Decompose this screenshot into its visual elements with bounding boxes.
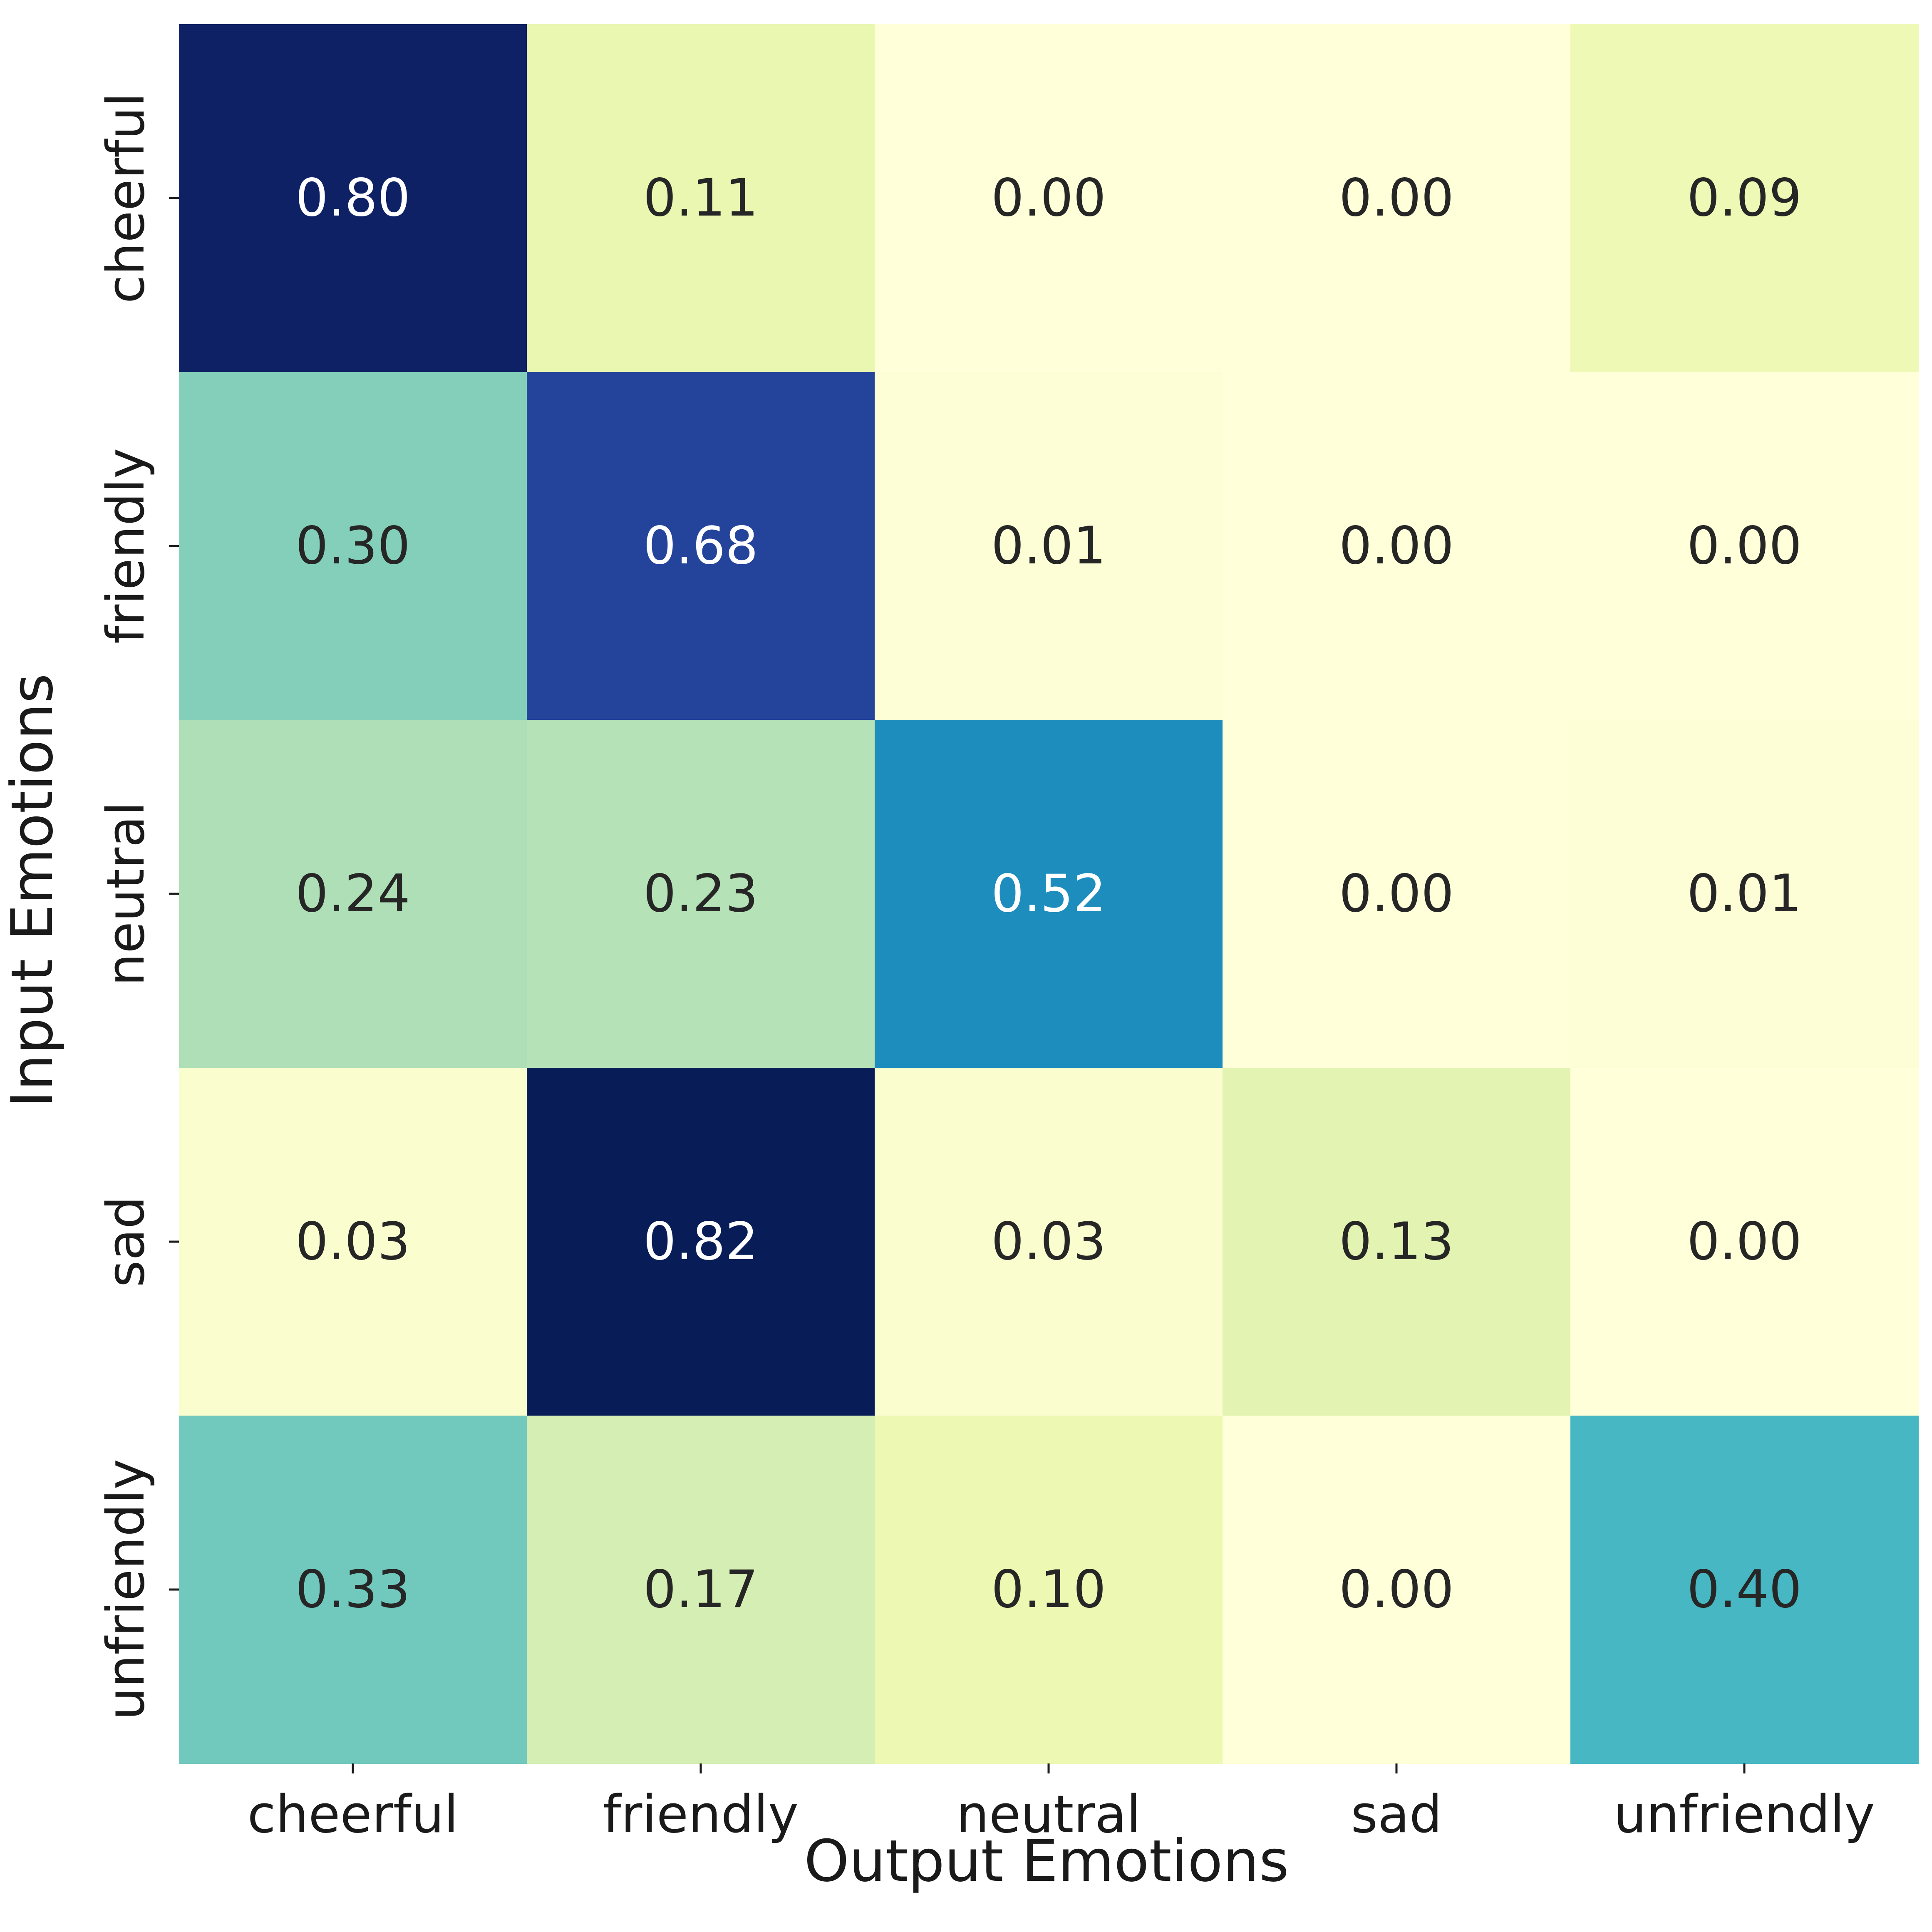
x-axis-label: Output Emotions [804, 1828, 1289, 1895]
cell-value-label: 0.00 [1339, 516, 1454, 576]
heatmap-cell-friendly-unfriendly [1570, 372, 1919, 720]
cell-value-label: 0.40 [1687, 1560, 1802, 1620]
heatmap-cell-unfriendly-friendly [527, 1416, 875, 1764]
heatmap-cell-cheerful-sad [1223, 24, 1571, 372]
y-tick-label-friendly: friendly [96, 448, 156, 644]
cell-value-label: 0.80 [295, 168, 410, 228]
heatmap-cells: 0.80 0.11 0.00 0.00 0.09 0.30 0.68 0.01 0.00 0.00… [179, 24, 1919, 1764]
cell-value-label: 0.13 [1339, 1212, 1454, 1272]
cell-value-label: 0.00 [1687, 516, 1802, 576]
heatmap-cell-neutral-cheerful [179, 720, 527, 1068]
x-tick-label-sad: sad [1351, 1785, 1442, 1845]
x-axis-ticks: cheerful friendly neutral sad unfriendly [247, 1763, 1875, 1845]
cell-value-label: 0.82 [643, 1212, 758, 1272]
y-axis-ticks: cheerful friendly neutral sad unfriendly [96, 92, 179, 1720]
cell-value-label: 0.11 [643, 168, 758, 228]
cell-value-label: 0.03 [991, 1212, 1106, 1272]
y-tick-label-neutral: neutral [96, 801, 156, 986]
heatmap-cell-unfriendly-unfriendly [1570, 1416, 1919, 1764]
heatmap-cell-neutral-friendly [527, 720, 875, 1068]
x-tick-label-neutral: neutral [956, 1785, 1141, 1845]
cell-value-label: 0.00 [991, 168, 1106, 228]
heatmap-cell-neutral-unfriendly [1570, 720, 1919, 1068]
heatmap-cell-friendly-friendly [527, 372, 875, 720]
heatmap-cell-friendly-sad [1223, 372, 1571, 720]
heatmap-cell-unfriendly-cheerful [179, 1416, 527, 1764]
heatmap-cell-friendly-cheerful [179, 372, 527, 720]
heatmap-cell-sad-unfriendly [1570, 1068, 1919, 1416]
heatmap-cell-sad-neutral [875, 1068, 1223, 1416]
heatmap-cell-cheerful-friendly [527, 24, 875, 372]
cell-value-label: 0.17 [643, 1560, 758, 1620]
cell-value-label: 0.33 [295, 1560, 410, 1620]
heatmap-cell-sad-sad [1223, 1068, 1571, 1416]
heatmap-cell-cheerful-cheerful [179, 24, 527, 372]
cell-value-label: 0.01 [1687, 864, 1802, 924]
cell-value-label: 0.00 [1339, 864, 1454, 924]
y-tick-label-unfriendly: unfriendly [96, 1459, 156, 1720]
cell-value-label: 0.10 [991, 1560, 1106, 1620]
heatmap-cell-neutral-neutral [875, 720, 1223, 1068]
cell-value-label: 0.00 [1687, 1212, 1802, 1272]
cell-value-label: 0.24 [295, 864, 410, 924]
heatmap-cell-sad-cheerful [179, 1068, 527, 1416]
cell-value-label: 0.03 [295, 1212, 410, 1272]
x-tick-label-friendly: friendly [603, 1785, 799, 1845]
x-tick-label-cheerful: cheerful [247, 1785, 458, 1845]
cell-value-label: 0.00 [1339, 1560, 1454, 1620]
heatmap-cell-cheerful-unfriendly [1570, 24, 1919, 372]
heatmap-cell-friendly-neutral [875, 372, 1223, 720]
y-tick-label-cheerful: cheerful [96, 92, 156, 303]
cell-value-label: 0.00 [1339, 168, 1454, 228]
y-tick-label-sad: sad [96, 1196, 156, 1287]
cell-value-label: 0.09 [1687, 168, 1802, 228]
cell-value-label: 0.30 [295, 516, 410, 576]
heatmap-cell-sad-friendly [527, 1068, 875, 1416]
heatmap-cell-cheerful-neutral [875, 24, 1223, 372]
heatmap-cell-unfriendly-sad [1223, 1416, 1571, 1764]
cell-value-label: 0.68 [643, 516, 758, 576]
heatmap-cell-neutral-sad [1223, 720, 1571, 1068]
cell-value-label: 0.52 [991, 864, 1106, 924]
heatmap-cell-unfriendly-neutral [875, 1416, 1223, 1764]
y-axis-label: Input Emotions [0, 673, 66, 1108]
cell-value-label: 0.01 [991, 516, 1106, 576]
cell-value-label: 0.23 [643, 864, 758, 924]
x-tick-label-unfriendly: unfriendly [1614, 1785, 1875, 1845]
